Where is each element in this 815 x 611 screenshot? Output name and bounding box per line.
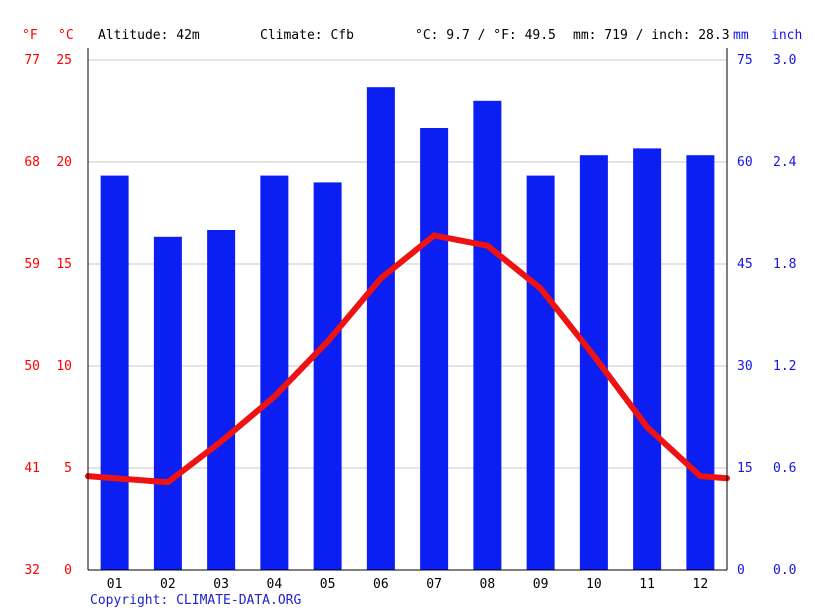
- axis-label-fahrenheit: 68: [24, 155, 40, 170]
- month-label-05: 05: [320, 577, 336, 592]
- month-label-09: 09: [533, 577, 549, 592]
- precipitation-bar-09: [526, 175, 555, 570]
- month-label-08: 08: [480, 577, 496, 592]
- precipitation-bar-05: [313, 182, 342, 570]
- axis-label-celsius: 10: [56, 359, 72, 374]
- climate-class-label: Climate: Cfb: [260, 28, 354, 43]
- month-label-03: 03: [213, 577, 229, 592]
- axis-label-celsius: 5: [64, 461, 72, 476]
- axis-label-inch: 1.8: [773, 257, 796, 272]
- month-label-06: 06: [373, 577, 389, 592]
- axis-label-fahrenheit: 32: [24, 563, 40, 578]
- month-label-04: 04: [267, 577, 283, 592]
- altitude-label: Altitude: 42m: [98, 28, 200, 43]
- axis-label-fahrenheit: 59: [24, 257, 40, 272]
- unit-inch-label: inch: [771, 28, 803, 43]
- axis-label-celsius: 20: [56, 155, 72, 170]
- copyright-label: Copyright:: [90, 593, 177, 608]
- precipitation-bar-02: [153, 236, 182, 571]
- precipitation-bar-07: [420, 128, 449, 570]
- axis-label-fahrenheit: 50: [24, 359, 40, 374]
- axis-label-fahrenheit: 77: [24, 53, 40, 68]
- axis-label-celsius: 15: [56, 257, 72, 272]
- temperature-line: [85, 232, 730, 486]
- precipitation-bar-12: [686, 155, 715, 570]
- month-label-07: 07: [426, 577, 442, 592]
- unit-mm-label: mm: [733, 28, 749, 43]
- precipitation-bar-08: [473, 100, 502, 571]
- copyright: Copyright: CLIMATE-DATA.ORG: [90, 593, 301, 608]
- axis-label-mm: 15: [737, 461, 753, 476]
- precipitation-bar-03: [207, 230, 236, 570]
- axis-label-mm: 0: [737, 563, 745, 578]
- precipitation-bar-01: [100, 175, 129, 570]
- avg-temperature-label: °C: 9.7 / °F: 49.5: [415, 28, 556, 43]
- month-label-02: 02: [160, 577, 176, 592]
- axis-label-celsius: 0: [64, 563, 72, 578]
- axis-label-inch: 0.0: [773, 563, 796, 578]
- month-label-01: 01: [107, 577, 123, 592]
- axis-label-inch: 0.6: [773, 461, 796, 476]
- month-label-10: 10: [586, 577, 602, 592]
- axis-label-inch: 2.4: [773, 155, 797, 170]
- annual-precipitation-label: mm: 719 / inch: 28.3: [573, 28, 730, 43]
- axis-label-inch: 1.2: [773, 359, 796, 374]
- precipitation-bar-04: [260, 175, 289, 570]
- unit-celsius-label: °C: [58, 28, 74, 43]
- copyright-link[interactable]: CLIMATE-DATA.ORG: [176, 593, 302, 608]
- axis-label-fahrenheit: 41: [24, 461, 40, 476]
- precipitation-bar-10: [579, 155, 608, 570]
- month-label-11: 11: [639, 577, 655, 592]
- axis-label-mm: 60: [737, 155, 753, 170]
- precipitation-bar-11: [633, 148, 662, 570]
- unit-fahrenheit-label: °F: [22, 28, 38, 43]
- month-label-12: 12: [693, 577, 709, 592]
- chart-header: °F °C Altitude: 42m Climate: Cfb °C: 9.7…: [0, 0, 815, 48]
- axis-label-mm: 45: [737, 257, 753, 272]
- axis-label-celsius: 25: [56, 53, 72, 68]
- axis-label-mm: 75: [737, 53, 753, 68]
- axis-label-inch: 3.0: [773, 53, 796, 68]
- precipitation-bar-06: [366, 87, 395, 570]
- axis-label-mm: 30: [737, 359, 753, 374]
